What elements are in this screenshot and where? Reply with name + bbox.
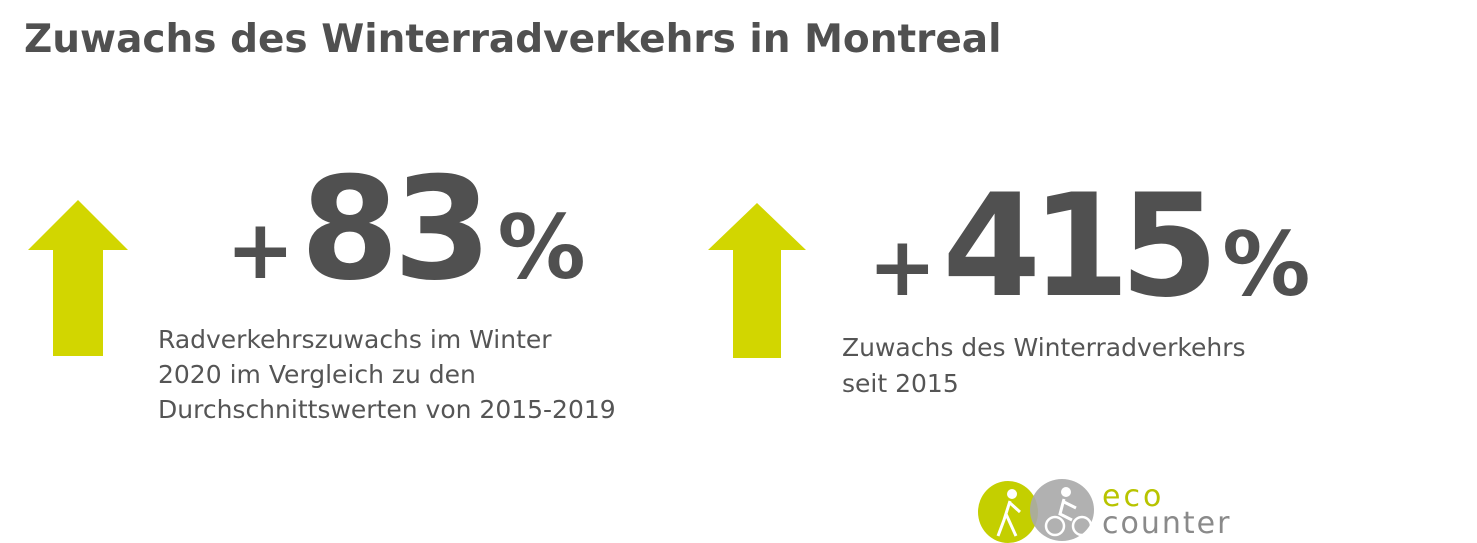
logo-icon (1058, 498, 1077, 522)
stat-description: seit 2015 (842, 369, 959, 398)
logo-icon (1044, 515, 1066, 537)
logo-icon (1071, 515, 1093, 537)
up-arrow (28, 200, 128, 356)
stat-value: + 415 % (868, 164, 1310, 329)
stat-number: 415 (942, 164, 1209, 329)
logo-icon (1061, 487, 1071, 497)
stat-unit: % (1222, 213, 1310, 316)
logo: eco counter (978, 479, 1231, 543)
logo-text: eco (1102, 479, 1164, 514)
logo-icon (996, 500, 1022, 537)
stat-description: 2020 im Vergleich zu den (158, 360, 476, 389)
stat-unit: % (497, 196, 585, 299)
stat-number: 83 (300, 147, 486, 312)
stat-sign: + (868, 220, 937, 315)
stat-description: Durchschnittswerten von 2015-2019 (158, 395, 616, 424)
stat-description: Radverkehrszuwachs im Winter (158, 325, 552, 354)
logo-icon (1007, 489, 1017, 499)
up-arrow (708, 203, 806, 358)
logo-text: counter (1102, 506, 1231, 541)
stat-description: Zuwachs des Winterradverkehrs (842, 333, 1246, 362)
title: Zuwachs des Winterradverkehrs in Montrea… (24, 17, 1002, 62)
stat-sign: + (226, 203, 295, 298)
stat-value: + 83 % (226, 147, 586, 312)
